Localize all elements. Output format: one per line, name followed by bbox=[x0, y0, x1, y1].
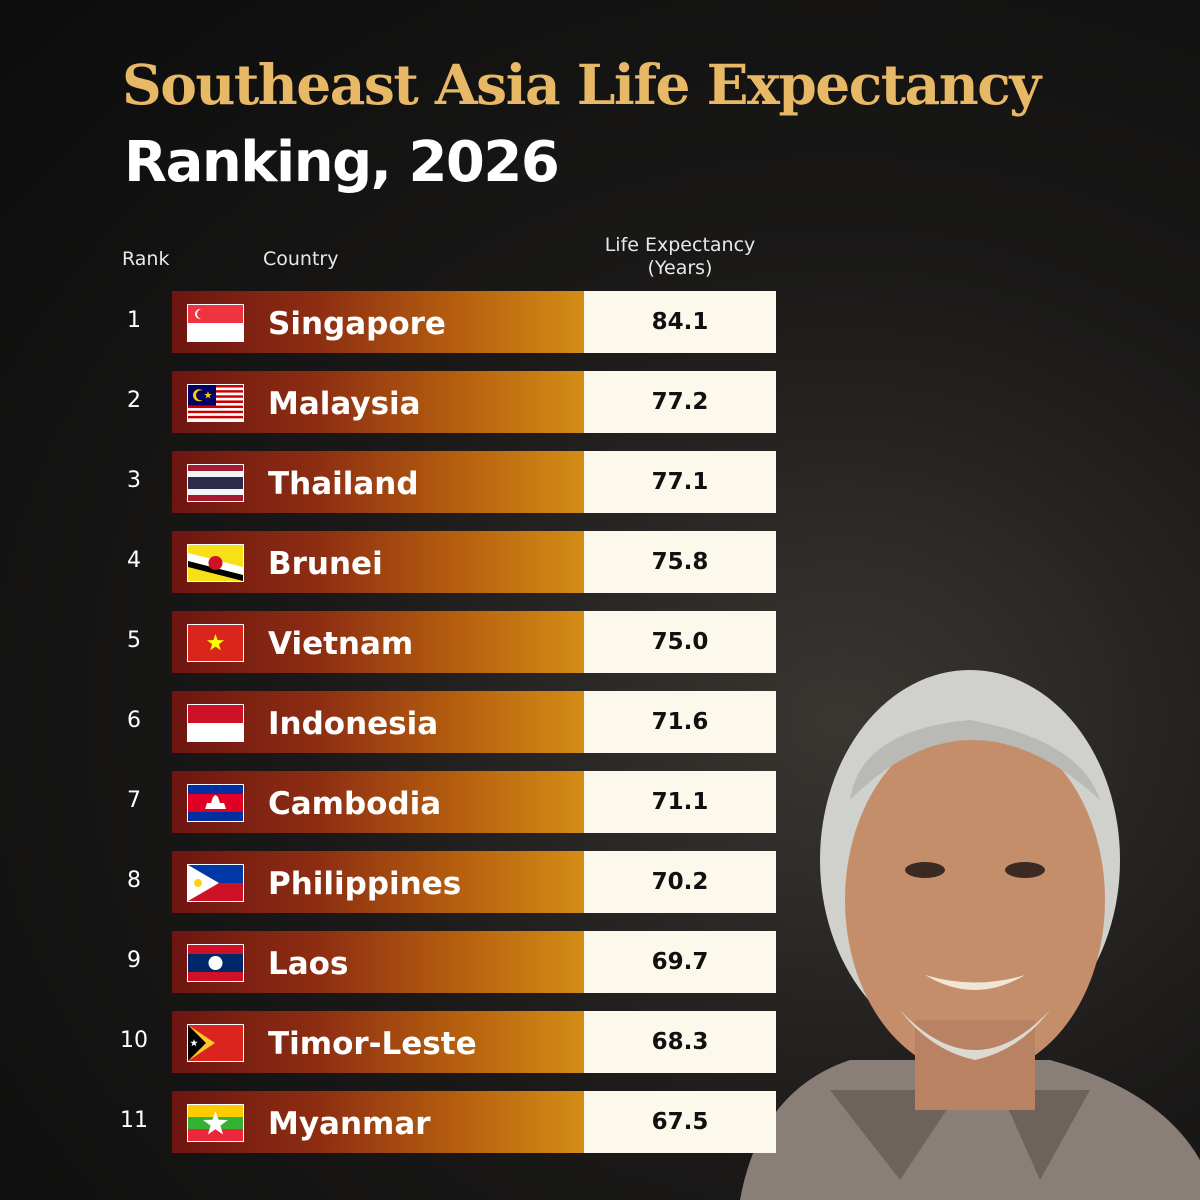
flag bbox=[187, 944, 244, 982]
flag-icon bbox=[187, 304, 244, 342]
life-expectancy: 67.5 bbox=[584, 1091, 776, 1153]
rank: 7 bbox=[127, 788, 141, 813]
column-header: Rank bbox=[122, 248, 170, 270]
rank: 1 bbox=[127, 308, 141, 333]
column-header: Life Expectancy (Years) bbox=[604, 234, 756, 279]
country-name: Indonesia bbox=[268, 706, 439, 742]
flag-icon bbox=[187, 1024, 244, 1062]
life-expectancy: 69.7 bbox=[584, 931, 776, 993]
life-expectancy: 75.8 bbox=[584, 531, 776, 593]
life-expectancy: 75.0 bbox=[584, 611, 776, 673]
flag-icon bbox=[187, 384, 244, 422]
flag-icon bbox=[187, 784, 244, 822]
flag bbox=[187, 544, 244, 582]
flag bbox=[187, 624, 244, 662]
country-name: Cambodia bbox=[268, 786, 442, 822]
column-header: Country bbox=[263, 248, 339, 270]
flag bbox=[187, 784, 244, 822]
country-name: Myanmar bbox=[268, 1106, 431, 1142]
rank: 5 bbox=[127, 628, 141, 653]
country-name: Malaysia bbox=[268, 386, 421, 422]
flag bbox=[187, 1104, 244, 1142]
life-expectancy: 70.2 bbox=[584, 851, 776, 913]
rank: 11 bbox=[120, 1108, 148, 1133]
flag-icon bbox=[187, 464, 244, 502]
flag bbox=[187, 864, 244, 902]
country-name: Vietnam bbox=[268, 626, 414, 662]
flag-icon bbox=[187, 864, 244, 902]
rank: 9 bbox=[127, 948, 141, 973]
country-name: Brunei bbox=[268, 546, 383, 582]
flag-icon bbox=[187, 544, 244, 582]
country-name: Laos bbox=[268, 946, 349, 982]
rank: 3 bbox=[127, 468, 141, 493]
life-expectancy: 71.6 bbox=[584, 691, 776, 753]
flag-icon bbox=[187, 944, 244, 982]
flag-icon bbox=[187, 1104, 244, 1142]
flag bbox=[187, 464, 244, 502]
life-expectancy: 68.3 bbox=[584, 1011, 776, 1073]
country-name: Philippines bbox=[268, 866, 462, 902]
life-expectancy: 84.1 bbox=[584, 291, 776, 353]
flag-icon bbox=[187, 624, 244, 662]
country-name: Thailand bbox=[268, 466, 419, 502]
life-expectancy: 71.1 bbox=[584, 771, 776, 833]
subtitle: Ranking, 2026 bbox=[124, 130, 560, 195]
rank: 2 bbox=[127, 388, 141, 413]
rank: 4 bbox=[127, 548, 141, 573]
rank: 6 bbox=[127, 708, 141, 733]
rank: 10 bbox=[120, 1028, 148, 1053]
flag bbox=[187, 304, 244, 342]
rank: 8 bbox=[127, 868, 141, 893]
title: Southeast Asia Life Expectancy bbox=[122, 52, 1041, 117]
portrait-photo bbox=[740, 670, 1200, 1200]
flag bbox=[187, 704, 244, 742]
flag bbox=[187, 1024, 244, 1062]
country-name: Singapore bbox=[268, 306, 446, 342]
life-expectancy: 77.2 bbox=[584, 371, 776, 433]
flag bbox=[187, 384, 244, 422]
country-name: Timor-Leste bbox=[268, 1026, 477, 1062]
flag-icon bbox=[187, 704, 244, 742]
life-expectancy: 77.1 bbox=[584, 451, 776, 513]
